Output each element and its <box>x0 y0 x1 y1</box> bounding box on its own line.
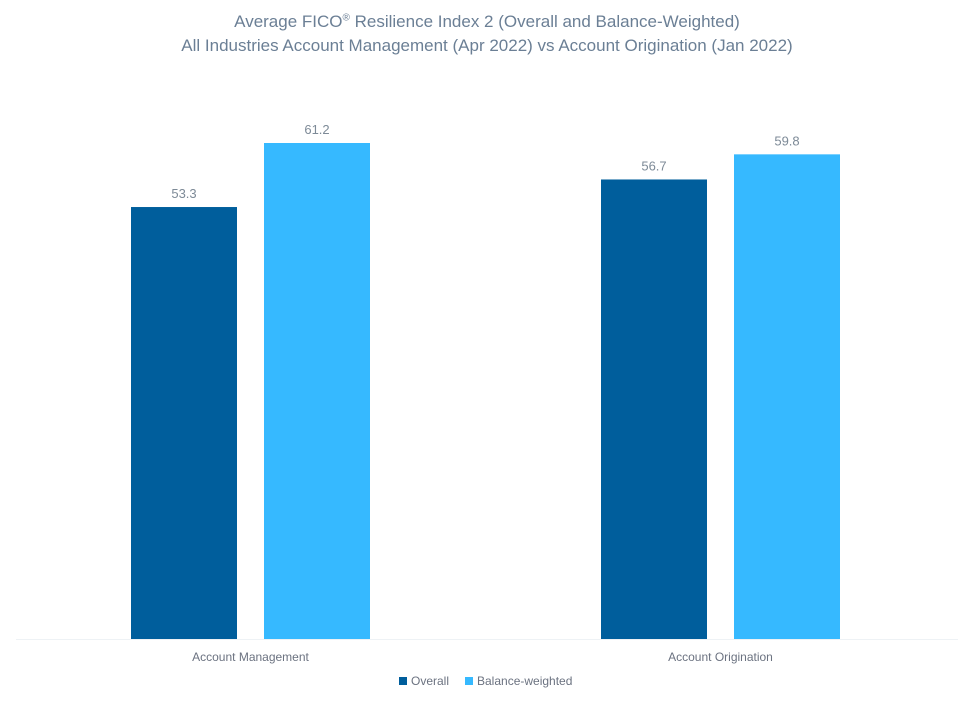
data-label-balance-weighted-account-origination: 59.8 <box>774 133 799 148</box>
data-label-overall-account-management: 53.3 <box>171 186 196 201</box>
bar-overall-account-management <box>131 207 237 640</box>
chart-title-line-2: All Industries Account Management (Apr 2… <box>181 36 793 55</box>
legend-label-overall: Overall <box>411 674 449 688</box>
x-tick-label-account-management: Account Management <box>192 650 309 664</box>
legend-label-balance-weighted: Balance-weighted <box>477 674 572 688</box>
x-tick-label-account-origination: Account Origination <box>668 650 773 664</box>
legend-swatch-overall <box>399 677 407 685</box>
legend-swatch-balance-weighted <box>465 677 473 685</box>
chart-title-line-1: Average FICO® Resilience Index 2 (Overal… <box>234 12 740 31</box>
bar-overall-account-origination <box>601 179 707 639</box>
bar-balance-weighted-account-management <box>264 143 370 639</box>
bar-balance-weighted-account-origination <box>734 154 840 639</box>
data-label-balance-weighted-account-management: 61.2 <box>304 122 329 137</box>
data-label-overall-account-origination: 56.7 <box>641 158 666 173</box>
